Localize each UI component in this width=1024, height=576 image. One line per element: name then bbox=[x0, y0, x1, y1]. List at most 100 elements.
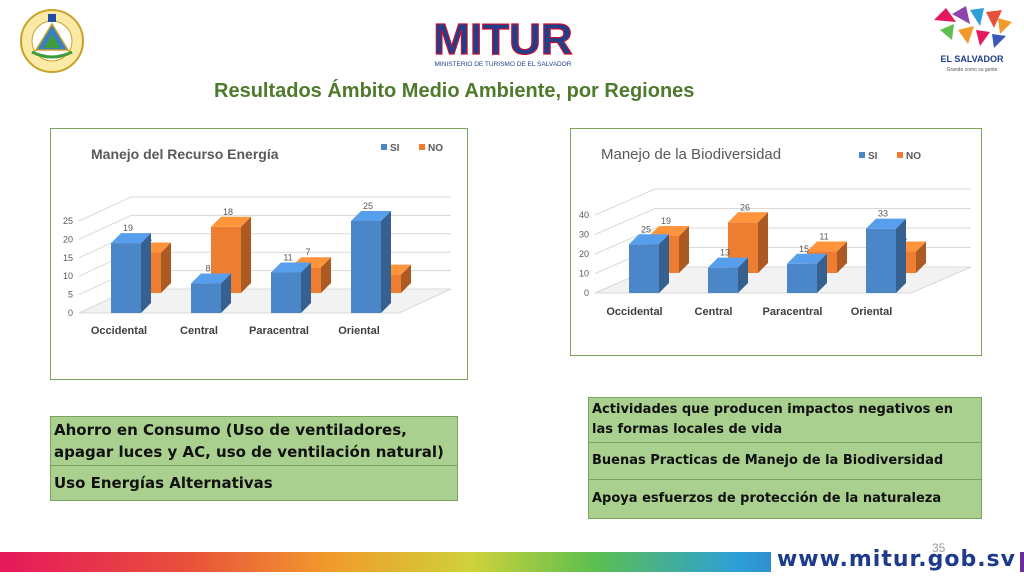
bar-si-paracentral-side bbox=[817, 253, 827, 293]
gridline-depth bbox=[78, 214, 132, 240]
table-row: Ahorro en Consumo (Uso de ventiladores, … bbox=[50, 416, 458, 466]
bar-si-occidental-top bbox=[629, 234, 669, 245]
table-row: Uso Energías Alternativas bbox=[50, 465, 458, 501]
x-tick-label: Oriental bbox=[851, 306, 893, 318]
y-tick-label: 20 bbox=[579, 249, 589, 259]
data-label-no: 19 bbox=[661, 216, 671, 226]
bar-si-central-top bbox=[708, 257, 748, 268]
bar-no-paracentral-top bbox=[807, 241, 847, 252]
y-tick-label: 20 bbox=[63, 234, 73, 244]
legend-swatch-si bbox=[859, 152, 865, 158]
svg-text:EL SALVADOR: EL SALVADOR bbox=[940, 54, 1004, 64]
chart-energy-svg: Manejo del Recurso Energía SI NO 0 5 10 15 20 25… bbox=[63, 143, 452, 337]
bar-si-oriental bbox=[866, 228, 896, 293]
svg-text:MINISTERIO DE TURISMO DE EL SA: MINISTERIO DE TURISMO DE EL SALVADOR bbox=[434, 61, 571, 68]
x-tick-label: Occidental bbox=[91, 325, 147, 337]
y-tick-label: 0 bbox=[68, 308, 73, 318]
bar-no-central-top bbox=[728, 212, 768, 223]
footer-color-bar bbox=[0, 552, 1024, 572]
x-tick-label: Paracentral bbox=[249, 325, 309, 337]
table-row: Actividades que producen impactos negati… bbox=[588, 397, 982, 443]
data-label-si: 8 bbox=[205, 264, 210, 274]
x-tick-label: Central bbox=[180, 325, 218, 337]
data-label-no: 7 bbox=[305, 247, 310, 257]
bar-no-oriental-side bbox=[916, 241, 926, 273]
bar-no-central-side bbox=[241, 216, 251, 293]
table-row: Apoya esfuerzos de protección de la natu… bbox=[588, 479, 982, 519]
legend-swatch-no bbox=[419, 144, 425, 150]
table-cell: Actividades que producen impactos negati… bbox=[588, 397, 982, 443]
chart-energy: Manejo del Recurso Energía SI NO 0 5 10 15 20 25… bbox=[50, 128, 468, 380]
table-cell: Ahorro en Consumo (Uso de ventiladores, … bbox=[50, 416, 458, 466]
x-tick-label: Paracentral bbox=[763, 306, 823, 318]
bar-si-paracentral-top bbox=[787, 253, 827, 264]
data-label-no: 26 bbox=[740, 202, 750, 212]
table-cell: Apoya esfuerzos de protección de la natu… bbox=[588, 479, 982, 519]
bar-no-central-top bbox=[211, 216, 251, 227]
y-tick-label: 40 bbox=[579, 210, 589, 220]
data-label-si: 33 bbox=[878, 209, 888, 219]
chart-title: Manejo del Recurso Energía bbox=[91, 146, 279, 162]
y-tick-label: 10 bbox=[63, 271, 73, 281]
svg-text:Grande como su gente: Grande como su gente bbox=[947, 67, 998, 73]
bar-si-oriental-top bbox=[866, 218, 906, 229]
bar-si-occidental-side bbox=[141, 233, 151, 313]
bar-si-occidental-top bbox=[111, 233, 151, 244]
y-tick-label: 15 bbox=[63, 253, 73, 263]
coat-of-arms-logo bbox=[10, 8, 94, 74]
table-biodiversity-practices: Actividades que producen impactos negati… bbox=[588, 397, 982, 519]
legend-label-no: NO bbox=[906, 151, 921, 162]
bar-no-occidental-top bbox=[649, 225, 689, 236]
bar-no-paracentral-side bbox=[321, 257, 331, 293]
chart-biodiversity: Manejo de la Biodiversidad SI NO 0 10 20 30 40 1… bbox=[570, 128, 982, 356]
bar-si-central bbox=[708, 267, 738, 293]
y-tick-label: 5 bbox=[68, 290, 73, 300]
bar-no-oriental-side bbox=[401, 264, 411, 293]
data-label-si: 25 bbox=[363, 201, 373, 211]
x-tick-label: Occidental bbox=[606, 306, 662, 318]
data-label-si: 25 bbox=[641, 224, 651, 234]
table-cell: Buenas Practicas de Manejo de la Biodive… bbox=[588, 442, 982, 480]
chart-title: Manejo de la Biodiversidad bbox=[601, 146, 781, 163]
table-cell: Uso Energías Alternativas bbox=[50, 465, 458, 501]
bar-si-central-side bbox=[221, 273, 231, 313]
data-label-no: 11 bbox=[819, 232, 828, 242]
bar-si-paracentral bbox=[787, 263, 817, 293]
footer-url: www.mitur.gob.sv bbox=[770, 546, 1020, 574]
bar-si-paracentral-side bbox=[301, 262, 311, 313]
bar-si-paracentral-top bbox=[271, 262, 311, 273]
bar-si-oriental-side bbox=[381, 211, 391, 313]
svg-text:MITUR: MITUR bbox=[433, 15, 572, 64]
chart-biodiversity-svg: Manejo de la Biodiversidad SI NO 0 10 20 30 40 1… bbox=[579, 146, 972, 318]
legend-label-no: NO bbox=[428, 143, 443, 154]
bar-si-central bbox=[191, 283, 221, 313]
y-tick-label: 25 bbox=[63, 216, 73, 226]
data-label-si: 13 bbox=[720, 248, 730, 258]
gridline-depth bbox=[594, 208, 656, 235]
data-label-no: 18 bbox=[223, 207, 233, 217]
gridline-depth bbox=[594, 188, 656, 216]
legend-label-si: SI bbox=[868, 151, 878, 162]
gridline-depth bbox=[594, 227, 656, 255]
page-number: 35 bbox=[932, 541, 946, 555]
data-label-si: 19 bbox=[123, 223, 133, 233]
legend-swatch-si bbox=[381, 144, 387, 150]
x-tick-label: Oriental bbox=[338, 325, 380, 337]
bar-no-paracentral-side bbox=[837, 241, 847, 273]
bar-si-oriental-top bbox=[351, 211, 391, 221]
bar-no-occidental-side bbox=[679, 225, 689, 273]
y-tick-label: 30 bbox=[579, 230, 589, 240]
mitur-logo: MITUR MINISTERIO DE TURISMO DE EL SALVAD… bbox=[412, 14, 594, 70]
bar-no-central-side bbox=[758, 212, 768, 273]
y-tick-label: 0 bbox=[584, 288, 589, 298]
bar-si-occidental bbox=[629, 244, 659, 293]
bar-no-occidental-side bbox=[161, 242, 171, 293]
table-energy-practices: Ahorro en Consumo (Uso de ventiladores, … bbox=[50, 416, 458, 501]
y-tick-label: 10 bbox=[579, 269, 589, 279]
bar-si-central-side bbox=[738, 257, 748, 293]
el-salvador-brand-logo: EL SALVADOR Grande como su gente bbox=[930, 4, 1014, 78]
bar-si-occidental bbox=[111, 243, 141, 313]
bar-si-paracentral bbox=[271, 272, 301, 313]
legend-swatch-no bbox=[897, 152, 903, 158]
bar-si-occidental-side bbox=[659, 234, 669, 293]
